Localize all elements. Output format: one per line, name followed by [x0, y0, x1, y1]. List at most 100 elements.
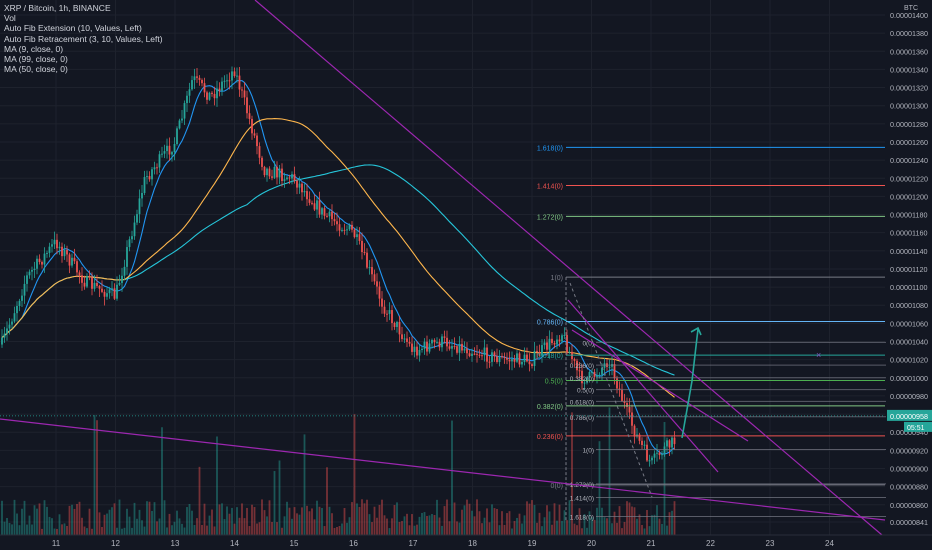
volume-bar: [366, 499, 368, 535]
candle-body: [348, 224, 351, 230]
candle-body: [581, 370, 583, 384]
candle-body: [1, 337, 3, 345]
candle-body: [653, 453, 656, 458]
price-axis[interactable]: [887, 0, 932, 550]
volume-bar: [643, 528, 646, 535]
candle-body: [198, 77, 201, 80]
price-axis-tick: 0.00001080: [890, 301, 928, 310]
candle-body: [201, 79, 203, 84]
candle-body: [256, 135, 258, 147]
fib-extension-label: 0.382(0): [537, 404, 563, 411]
legend-fib-extension[interactable]: Auto Fib Extension (10, Values, Left): [4, 23, 142, 34]
volume-bar: [13, 499, 16, 535]
descending-trendline[interactable]: [254, 0, 883, 536]
time-axis[interactable]: [0, 534, 932, 550]
fib-retracement-label: 0.382(0): [570, 376, 594, 383]
lower-trendline[interactable]: [0, 418, 886, 521]
candle-body: [463, 348, 466, 351]
legend-volume[interactable]: Vol: [4, 13, 16, 24]
candle-body: [411, 343, 413, 352]
volume-bar: [191, 510, 193, 535]
volume-bar: [641, 524, 643, 535]
candle-body: [426, 341, 428, 352]
candle-body: [251, 118, 253, 134]
candle-body: [498, 356, 501, 362]
legend-symbol[interactable]: XRP / Bitcoin, 1h, BINANCE: [4, 3, 111, 13]
volume-bar: [628, 502, 631, 535]
volume-bar: [301, 507, 303, 535]
fib-extension-label: 1.272(0): [537, 214, 563, 221]
volume-bar: [61, 524, 63, 535]
volume-bar: [446, 499, 448, 535]
volume-bar: [523, 515, 526, 535]
candle-body: [151, 169, 153, 180]
candle-body: [541, 345, 543, 356]
candle-body: [143, 177, 146, 193]
candle-body: [393, 322, 396, 327]
volume-bar: [146, 501, 148, 535]
volume-bar: [281, 527, 283, 535]
candle-body: [656, 452, 658, 454]
candle-body: [156, 167, 158, 169]
legend-ma-9[interactable]: MA (9, close, 0): [4, 43, 64, 54]
price-axis-tick: 0.00001300: [890, 102, 928, 111]
candle-body: [378, 286, 381, 299]
legend-fib-retracement[interactable]: Auto Fib Retracement (3, 10, Values, Lef…: [4, 33, 163, 44]
volume-bar: [386, 518, 388, 535]
volume-bar: [328, 506, 331, 535]
volume-bar: [513, 521, 516, 535]
volume-bar: [496, 508, 498, 535]
marker-icon[interactable]: ×: [816, 350, 821, 360]
candle-body: [38, 258, 41, 262]
price-axis-tick: 0.00001060: [890, 319, 928, 328]
candle-body: [508, 359, 511, 362]
time-axis-tick: 22: [706, 539, 715, 548]
volume-bar: [233, 523, 236, 535]
candle-body: [343, 229, 346, 231]
price-axis-tick: 0.00001260: [890, 138, 928, 147]
candle-body: [323, 208, 326, 216]
candle-body: [303, 191, 306, 193]
volume-bar: [293, 507, 296, 535]
candle-body: [428, 343, 431, 352]
candle-body: [311, 202, 313, 204]
candle-body: [478, 354, 481, 356]
candle-body: [223, 80, 226, 82]
current-price-tag[interactable]: [887, 409, 932, 421]
candle-body: [318, 200, 321, 215]
candle-body: [161, 153, 163, 155]
candle-body: [281, 168, 283, 181]
volume-bar: [571, 412, 573, 535]
legend-ma-50[interactable]: MA (50, close, 0): [4, 64, 68, 75]
wedge-lower-line[interactable]: [571, 329, 749, 442]
candle-body: [663, 446, 666, 455]
volume-bar: [396, 502, 398, 535]
candle-body: [136, 214, 138, 223]
volume-bar: [238, 517, 241, 535]
volume-bar: [591, 517, 593, 535]
fib-retracement-label: 0.5(0): [577, 388, 594, 395]
candle-body: [491, 352, 493, 362]
candle-body: [63, 249, 66, 257]
candle-body: [131, 236, 133, 240]
candle-body: [76, 261, 78, 273]
volume-bar: [488, 522, 491, 535]
price-axis-tick: 0.00001180: [890, 211, 927, 220]
volume-bar: [266, 516, 268, 535]
projection-arrow[interactable]: [681, 328, 699, 439]
candle-body: [338, 224, 341, 231]
wedge-upper-line[interactable]: [567, 299, 719, 473]
candle-body: [46, 252, 48, 254]
candle-body: [263, 166, 266, 176]
volume-bar: [573, 523, 576, 535]
volume-bar: [18, 525, 21, 535]
volume-bar: [208, 515, 211, 535]
candle-body: [486, 347, 488, 362]
candle-body: [368, 267, 371, 269]
price-axis-tick: 0.00001160: [890, 229, 927, 238]
candle-body: [243, 90, 246, 98]
candle-body: [86, 276, 88, 287]
legend-ma-99[interactable]: MA (99, close, 0): [4, 54, 68, 65]
